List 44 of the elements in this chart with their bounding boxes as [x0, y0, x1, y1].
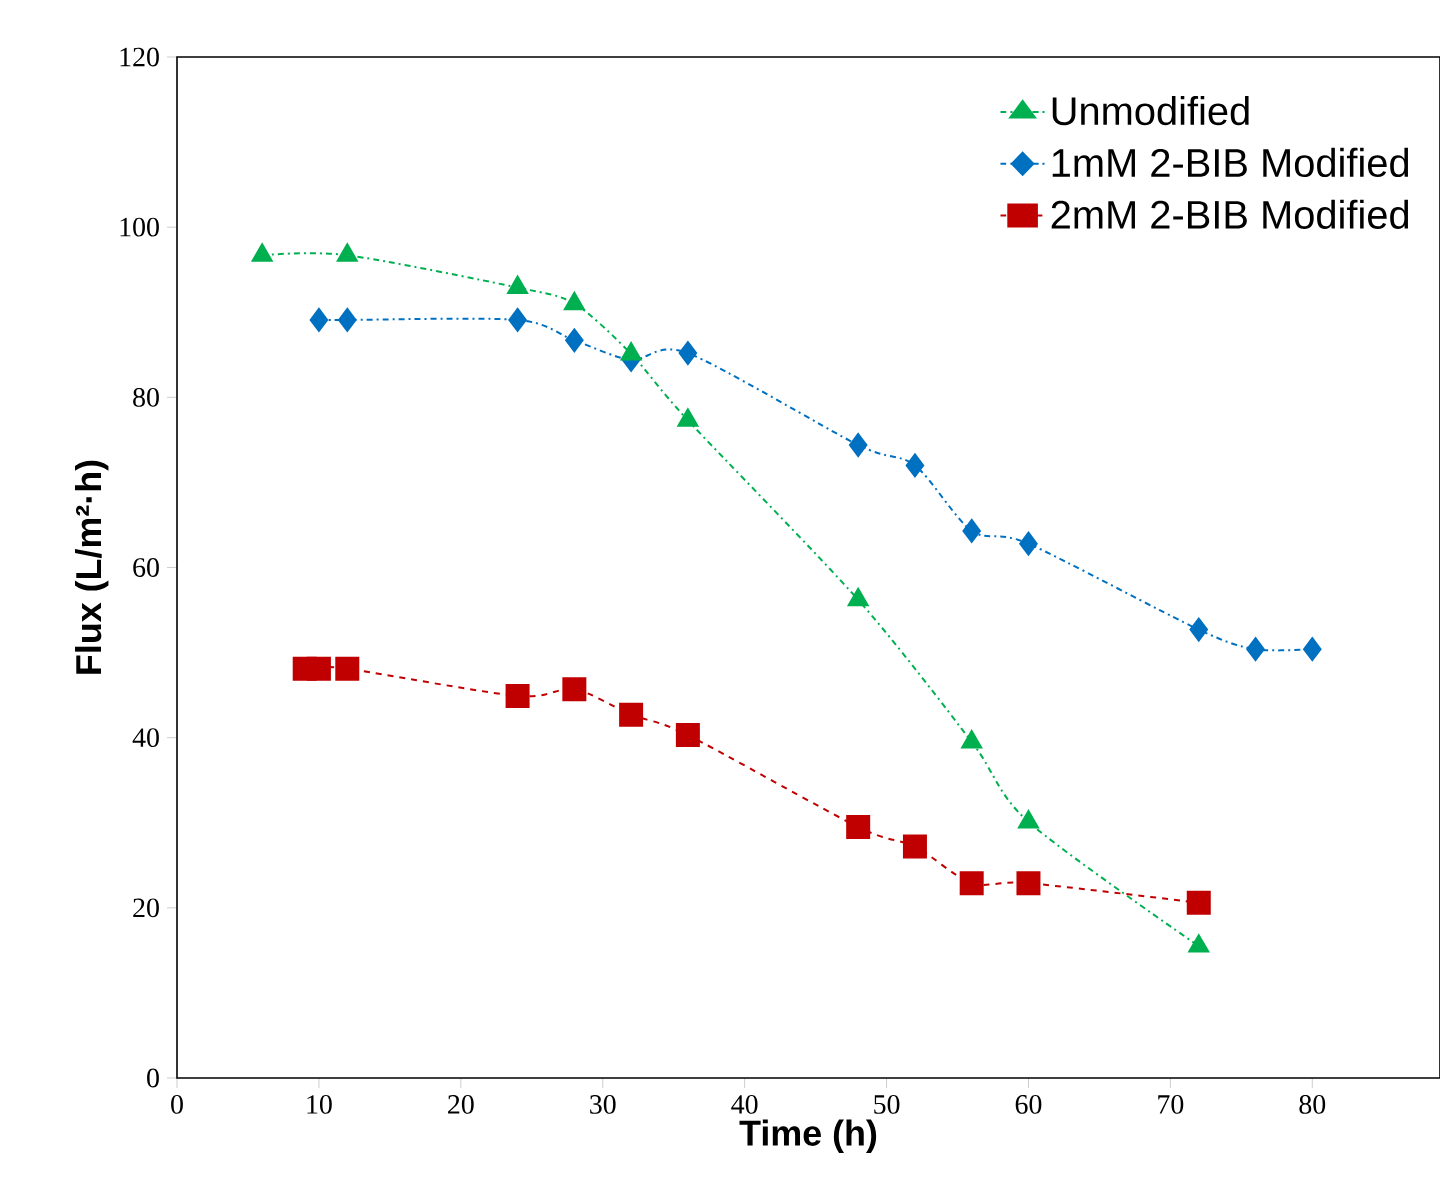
x-tick-label: 50: [874, 1095, 900, 1114]
x-tick-label: 80: [1299, 1095, 1326, 1114]
point: [306, 656, 331, 681]
point: [565, 328, 584, 353]
point: [309, 307, 329, 332]
x-tick-label: 10: [307, 1095, 332, 1114]
point: [335, 656, 360, 681]
point: [1019, 531, 1038, 556]
x-tick-label: 40: [731, 1095, 758, 1114]
y-tick-label: 80: [133, 387, 159, 407]
point: [962, 518, 981, 543]
point: [959, 871, 984, 896]
point: [678, 341, 698, 366]
y-tick-label: 40: [132, 728, 159, 748]
x-axis-title: Time (h): [739, 1119, 877, 1153]
legend-label: Unmodified: [1052, 95, 1249, 126]
y-tick-label: 100: [120, 217, 159, 237]
point: [508, 307, 527, 332]
point: [848, 432, 868, 457]
point: [902, 834, 927, 859]
x-tick-label: 0: [171, 1095, 183, 1114]
x-tick-label: 20: [448, 1095, 474, 1114]
x-tick-label: 30: [590, 1095, 616, 1114]
y-tick-label: 0: [147, 1068, 159, 1088]
y-tick-label: 120: [120, 47, 159, 67]
legend-label: 1mM 2-BIB Modified: [1052, 147, 1409, 178]
point: [505, 683, 530, 708]
point: [338, 307, 357, 332]
point: [619, 702, 644, 727]
x-tick-label: 70: [1158, 1095, 1184, 1114]
point: [675, 723, 700, 748]
y-tick-label: 60: [133, 558, 159, 577]
legend-label: 2mM 2-BIB Modified: [1051, 199, 1409, 229]
point: [1246, 637, 1265, 662]
point: [1189, 617, 1209, 642]
x-tick-label: 60: [1015, 1095, 1042, 1114]
point: [1186, 890, 1211, 915]
point: [1303, 637, 1322, 662]
point: [846, 815, 871, 839]
y-axis-title: Flux (L/m²·h): [74, 460, 109, 674]
point: [562, 677, 587, 702]
point: [905, 453, 925, 478]
y-tick-label: 20: [133, 898, 159, 918]
point: [1016, 871, 1041, 896]
